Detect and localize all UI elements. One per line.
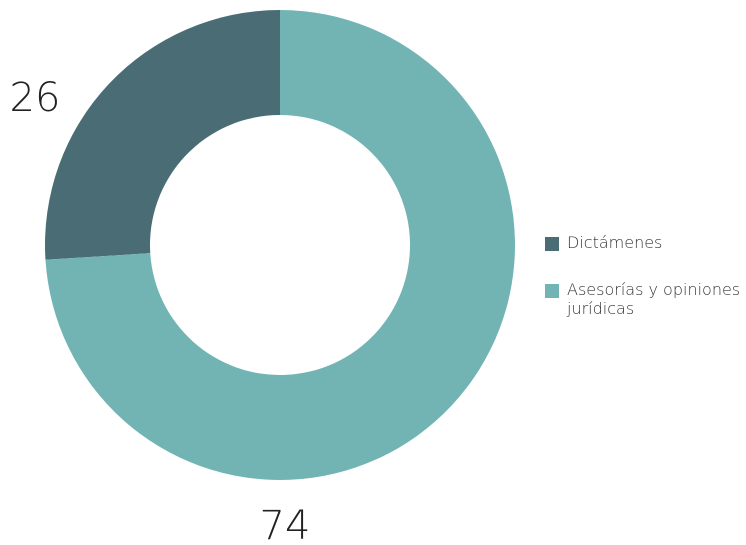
donut-slice [44,10,280,260]
legend-label: Dictámenes [567,233,663,252]
legend-label: Asesorías y opiniones jurídicas [567,280,741,318]
legend-item: Dictámenes [545,233,745,252]
donut-slice [45,10,516,481]
value-label: 74 [260,503,311,545]
value-label: 26 [10,75,61,121]
legend-item: Asesorías y opiniones jurídicas [545,280,745,318]
legend-swatch [545,237,559,251]
legend-swatch [545,284,559,298]
legend: Dictámenes Asesorías y opiniones jurídica… [545,233,745,346]
